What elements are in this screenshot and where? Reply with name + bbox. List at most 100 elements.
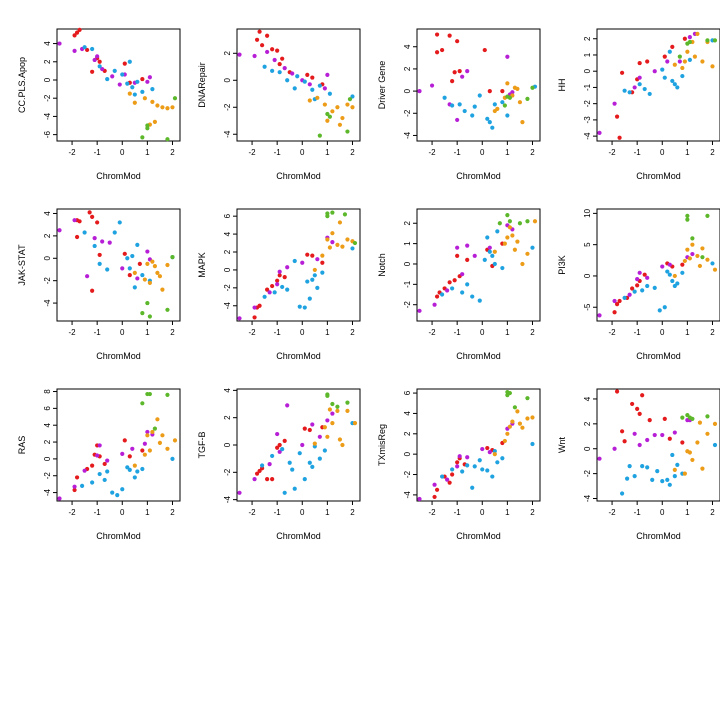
scatter-point [685,247,690,252]
plot-frame [596,28,720,142]
scatter-point [302,79,307,84]
scatter-point [270,68,275,73]
y-tick-label: -4 [223,496,232,504]
scatter-panel: -2 -1 0 1 2 4 2 0 -2 -4 ChromMod Wnt [557,388,720,541]
scatter-point [687,57,692,62]
x-tick-label: -1 [634,508,642,517]
scatter-point [490,474,495,479]
scatter-point [140,76,145,82]
scatter-point [120,487,125,492]
scatter-point [282,438,287,444]
scatter-point [505,54,510,59]
scatter-point [690,457,695,463]
scatter-point [165,307,170,312]
y-tick-label: 0 [583,68,592,73]
scatter-point [330,231,335,236]
scatter-point [495,106,500,111]
y-tick-label: 2 [43,233,52,238]
scatter-point [530,85,535,90]
scatter-point [132,92,137,97]
y-tick-label: 0 [223,442,232,447]
plot-frame [416,208,541,322]
x-tick-label: 0 [480,328,485,337]
scatter-point [705,213,710,218]
x-tick-label: 0 [120,328,125,337]
scatter-point [100,66,105,72]
scatter-point [667,272,672,277]
scatter-point [147,391,152,397]
scatter-point [455,253,460,258]
scatter-point [142,277,147,282]
scatter-point [92,57,97,63]
scatter-panel: -2 -1 0 1 2 6 4 2 0 -2 -4 ChromMod TXmisReg [377,388,541,541]
scatter-point [310,253,315,258]
scatter-point [172,96,178,101]
x-axis-label: ChromMod [456,171,501,181]
scatter-point [145,429,150,435]
x-tick-label: -1 [274,148,282,157]
y-tick-label: -1 [403,280,412,288]
scatter-point [300,260,305,265]
y-tick-label: 4 [43,422,52,427]
scatter-point [150,86,155,92]
y-tick-label: 2 [43,439,52,444]
y-tick-label: 4 [403,411,412,416]
scatter-point [335,408,340,413]
x-tick-label: 2 [350,328,355,337]
scatter-point [105,76,110,82]
scatter-point [662,54,667,59]
scatter-point [680,415,685,420]
scatter-point [700,59,705,64]
scatter-point [90,46,95,52]
scatter-point [672,467,677,472]
scatter-point [155,103,160,108]
scatter-point [645,275,650,280]
scatter-point [487,245,492,250]
scatter-point [295,74,300,79]
y-tick-label: 6 [223,213,232,218]
scatter-point [145,261,150,266]
scatter-point [330,401,335,407]
x-axis-label: ChromMod [636,171,681,181]
scatter-point [614,114,620,119]
x-tick-label: -2 [608,328,616,337]
scatter-point [627,292,632,297]
scatter-point [252,477,257,482]
scatter-point [485,116,490,121]
scatter-point [280,284,285,290]
scatter-point [57,496,62,501]
scatter-point [140,448,145,453]
scatter-point [700,466,705,471]
scatter-point [90,288,95,293]
scatter-point [507,225,512,230]
scatter-point [490,253,495,258]
scatter-point [455,117,460,123]
scatter-point [690,236,695,241]
y-tick-label: 0 [43,256,52,261]
scatter-point [492,261,497,267]
scatter-point [87,210,92,215]
scatter-point [690,242,695,247]
scatter-point [417,88,422,94]
y-tick-label: -2 [43,277,52,285]
y-tick-label: -2 [403,109,412,117]
scatter-point [520,425,525,430]
x-tick-label: 2 [710,328,715,337]
scatter-point [307,427,312,433]
scatter-point [455,460,460,465]
scatter-point [630,401,635,407]
x-tick-label: -2 [608,508,616,517]
scatter-point [277,273,282,278]
scatter-point [645,283,650,289]
y-axis-label: HH [557,79,567,92]
scatter-point [507,424,512,429]
x-tick-label: 0 [660,148,665,157]
y-tick-label: -2 [43,94,52,102]
scatter-point [330,210,335,215]
scatter-point [252,53,257,59]
scatter-point [525,416,530,421]
scatter-point [95,220,100,225]
scatter-point [115,493,120,498]
scatter-point [635,283,640,288]
scatter-point [277,442,282,448]
